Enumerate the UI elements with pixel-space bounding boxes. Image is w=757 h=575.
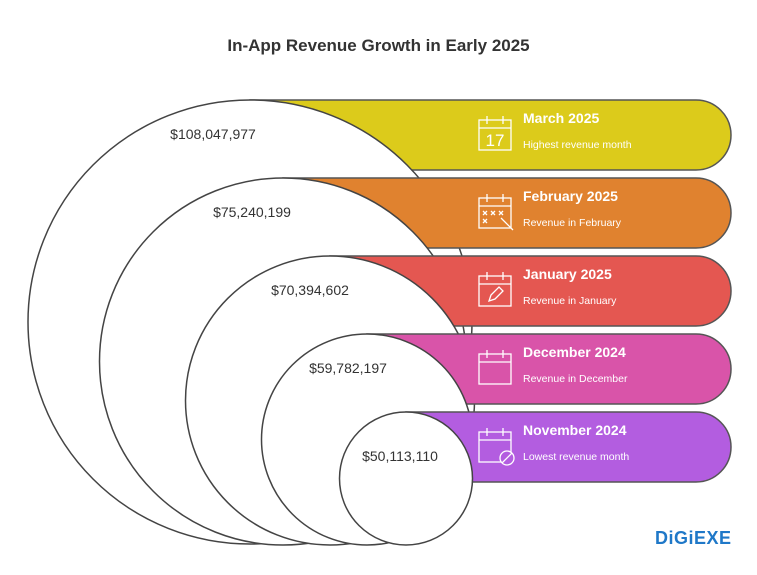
month-label: February 2025 bbox=[523, 188, 618, 204]
calendar-blank-icon bbox=[478, 350, 512, 385]
calendar-17-icon: 17 bbox=[478, 116, 512, 151]
band-november-2024: November 2024 Lowest revenue month bbox=[405, 411, 732, 483]
brand-logo: DiGiEXE bbox=[655, 528, 732, 548]
chart-title: In-App Revenue Growth in Early 2025 bbox=[227, 36, 530, 55]
revenue-circle bbox=[338, 411, 474, 546]
calendar-pencil-icon bbox=[478, 272, 512, 307]
month-label: December 2024 bbox=[523, 344, 626, 360]
revenue-value: $59,782,197 bbox=[309, 360, 387, 376]
month-label: November 2024 bbox=[523, 422, 627, 438]
month-label: March 2025 bbox=[523, 110, 599, 126]
month-description: Revenue in December bbox=[523, 373, 628, 385]
month-description: Revenue in January bbox=[523, 295, 617, 307]
revenue-value: $108,047,977 bbox=[170, 126, 256, 142]
revenue-value: $50,113,110 bbox=[362, 448, 438, 464]
calendar-blocked-icon bbox=[478, 428, 515, 466]
month-label: January 2025 bbox=[523, 266, 612, 282]
month-description: Highest revenue month bbox=[523, 139, 632, 151]
month-description: Revenue in February bbox=[523, 217, 622, 229]
month-description: Lowest revenue month bbox=[523, 451, 629, 463]
revenue-value: $70,394,602 bbox=[271, 282, 349, 298]
revenue-value: $75,240,199 bbox=[213, 204, 291, 220]
calendar-date-text: 17 bbox=[486, 131, 505, 150]
calendar-edit-icon bbox=[478, 194, 514, 231]
